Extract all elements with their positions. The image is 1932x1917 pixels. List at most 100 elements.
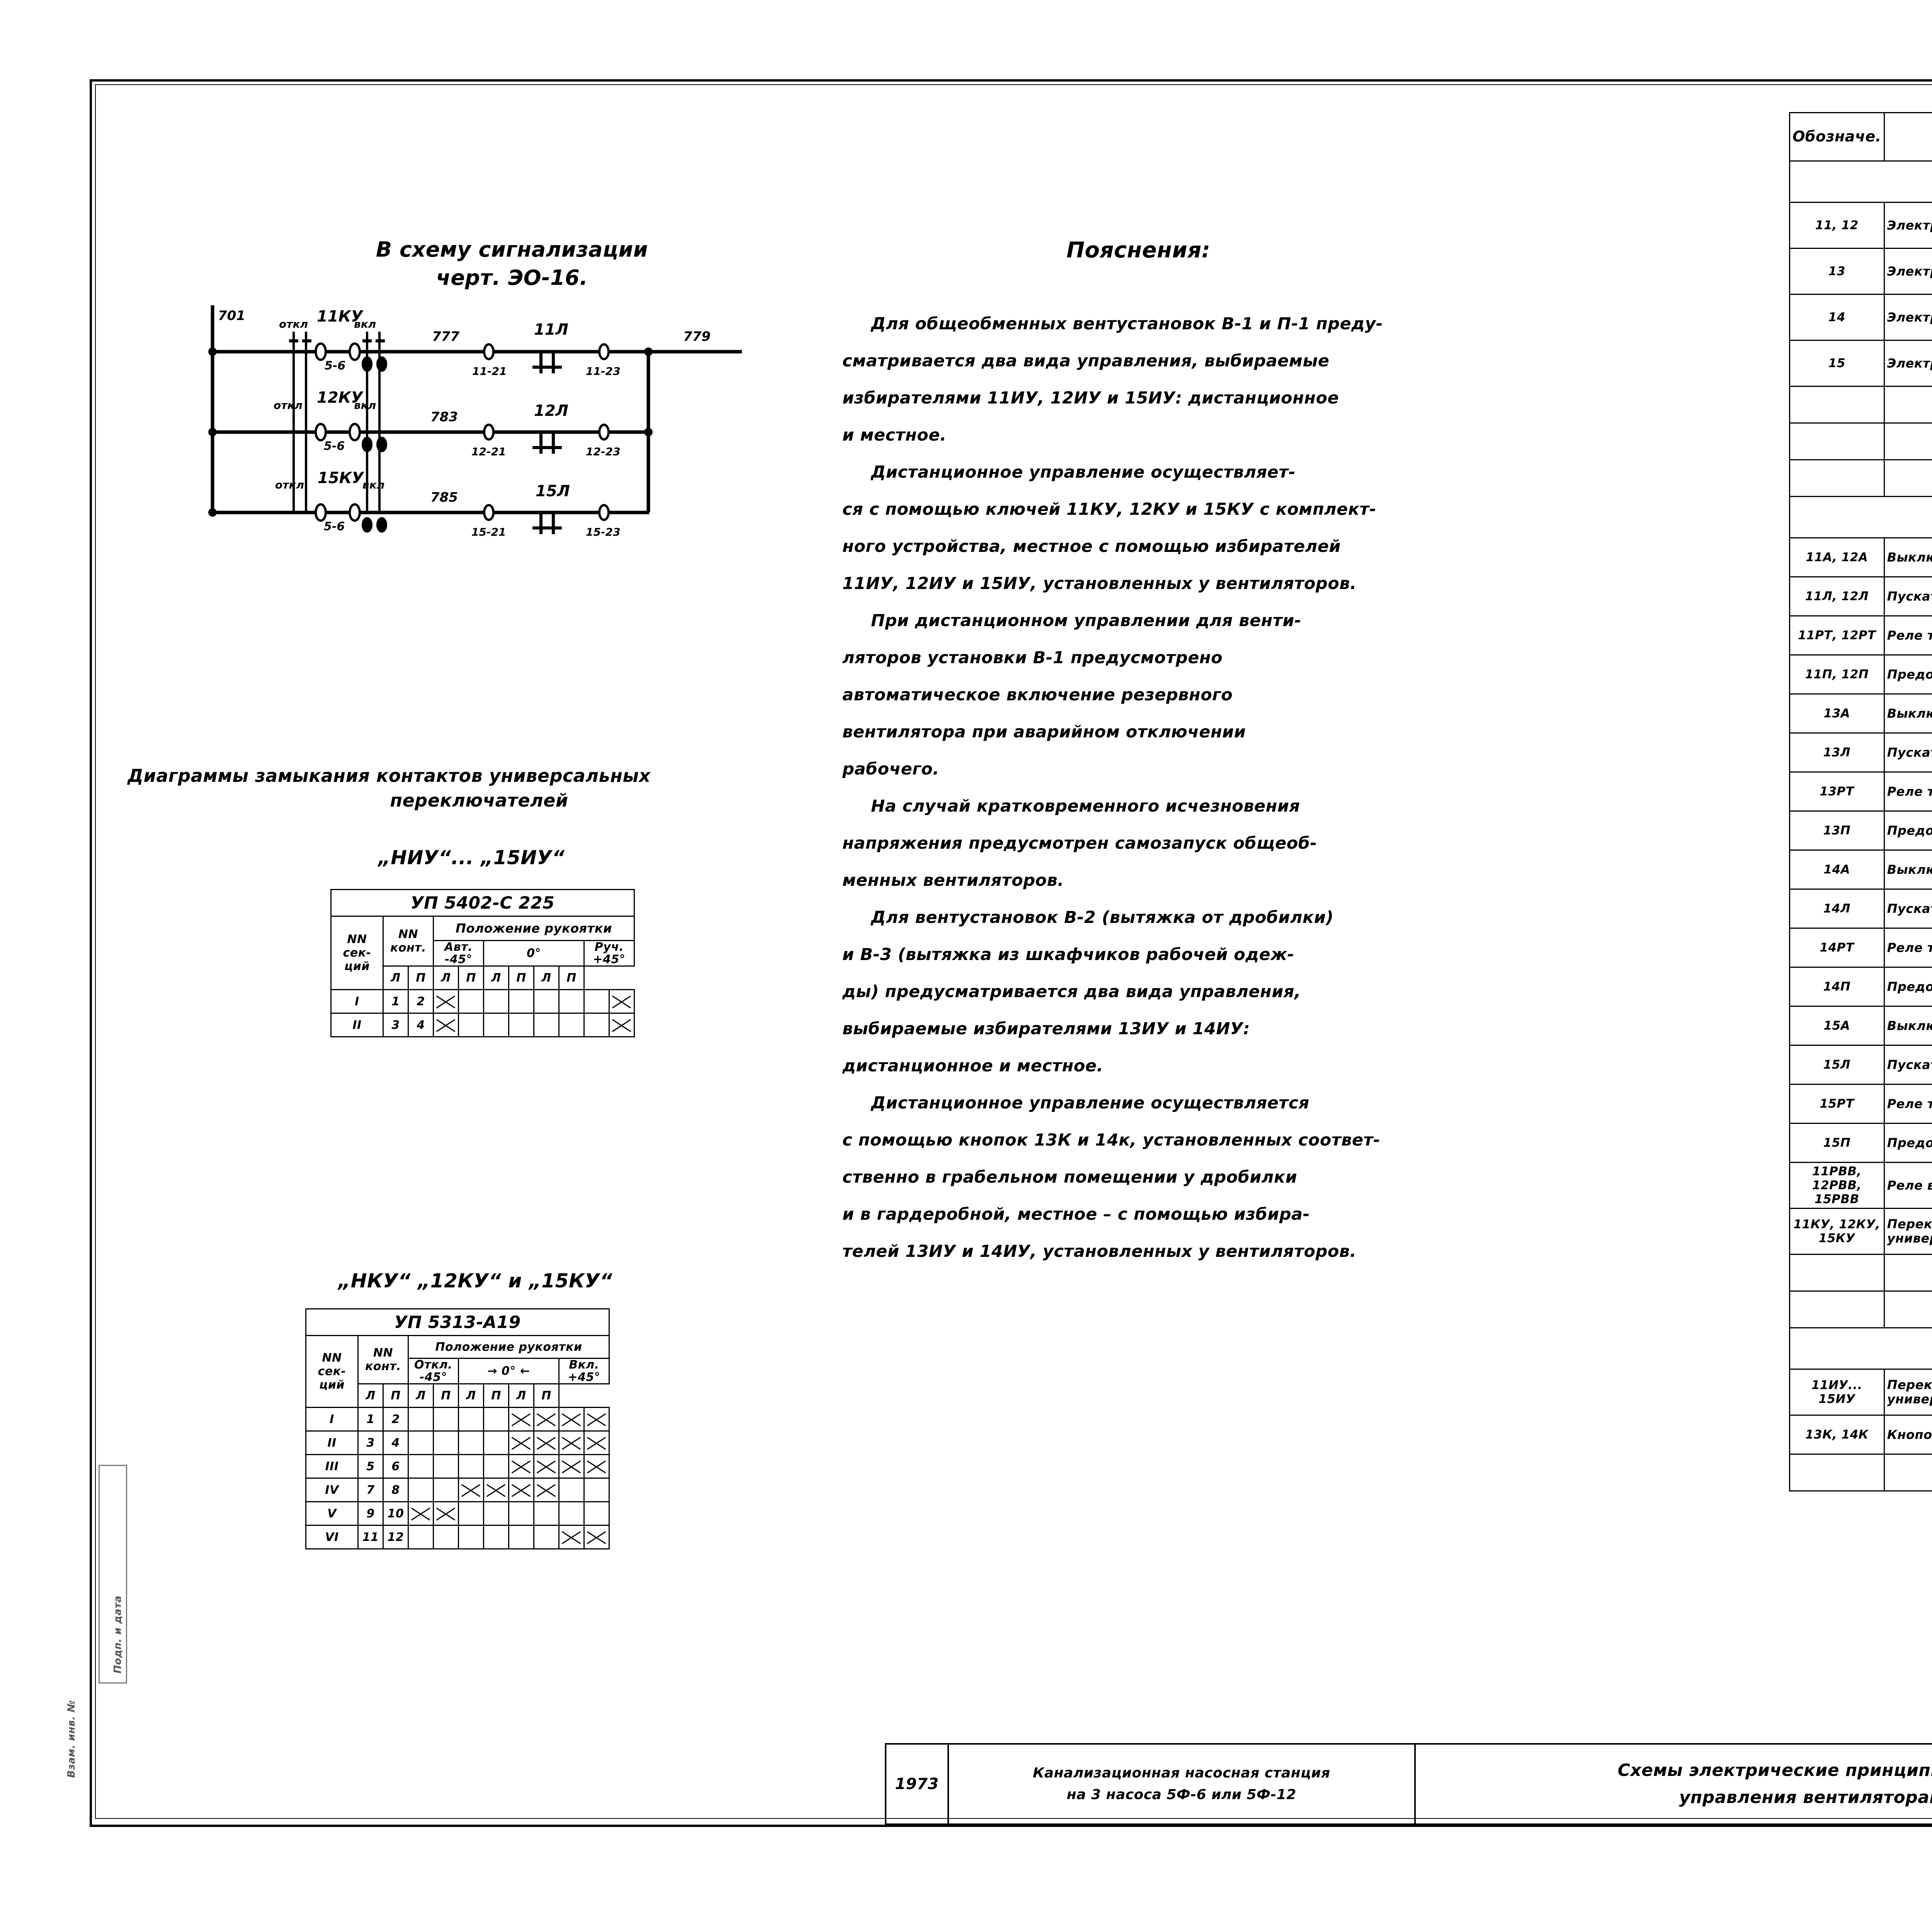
spec-cell-name: Пускатель магнитный	[1883, 889, 1932, 929]
spec-cell-name: Электродвигатель	[1883, 340, 1932, 387]
sw1-mark-1-3	[508, 1013, 534, 1037]
explanation-line-3: и местное.	[842, 426, 947, 445]
table-row: 13К, 14ККнопочный пост управленияПКЕ 212…	[1789, 1415, 1932, 1455]
explanation-line-17: и В-3 (вытяжка из шкафчиков рабочей одеж…	[842, 945, 1294, 964]
spec-section-title-1: Комплектное устройство. Шкаф 1, 2 и 4	[1789, 496, 1932, 538]
sw2-section-2: III	[305, 1454, 359, 1479]
page-outer-frame	[90, 79, 1932, 1827]
sw2-pos-left-angle: -45°	[419, 1370, 447, 1384]
table-row: 15АВыключатель автоматическийАП50-3МТIн.…	[1789, 1006, 1932, 1046]
spec-cell-oboz: 13А	[1789, 693, 1885, 734]
wire-label-3: 785	[430, 490, 458, 505]
spec-cell-name: Реле времени	[1883, 1162, 1932, 1209]
sw1-lp-3: П	[458, 965, 484, 990]
sw2-mark-1-5	[533, 1430, 560, 1455]
sw1-mark-1-5	[558, 1013, 585, 1037]
spec-cell-name: Реле тепловое	[1883, 928, 1932, 968]
key-label-3: 15КУ	[318, 469, 364, 487]
spec-cell-oboz: 15	[1789, 340, 1885, 387]
sw1-mark-0-5	[558, 989, 585, 1014]
table-row: 13ЛПускатель магнитныйПМЕ 111~220В1РБУ50…	[1789, 732, 1932, 773]
sw2-mark-1-3	[483, 1430, 509, 1455]
spec-cell-oboz: 14	[1789, 294, 1885, 341]
spec-cell-name: Предохранитель	[1883, 1123, 1932, 1163]
explanation-line-11: вентилятора при аварийном отключении	[842, 722, 1246, 742]
off-label-1: откл	[279, 318, 308, 330]
sw2-c2-0: 2	[383, 1407, 409, 1432]
sw2-mark-3-7	[583, 1478, 610, 1502]
tb-object-line1: Канализационная насосная станция	[1032, 1765, 1330, 1781]
sw1-pos-mid: 0°	[483, 940, 585, 967]
sw2-mark-1-4	[508, 1430, 534, 1455]
sw1-pos-left-angle: -45°	[444, 952, 473, 966]
sw2-section-1: II	[305, 1430, 359, 1455]
switch-table-2-caption: „НКУ“ „12КУ“ и „15КУ“	[338, 1270, 613, 1292]
spec-cell-name: Реле тепловое	[1883, 771, 1932, 812]
contact-diagrams-heading: Диаграммы замыкания контактов универсаль…	[128, 763, 784, 813]
sw2-pos-mid: → 0° ←	[458, 1358, 560, 1384]
spec-blank-row	[1789, 459, 1932, 497]
sw1-mark-1-0	[433, 1013, 459, 1037]
sw2-c1-0: 1	[357, 1407, 384, 1432]
spec-cell-name: Пускатель магнитный	[1883, 732, 1932, 773]
sw1-pos-right: Руч. +45°	[583, 940, 635, 967]
sw1-lp-row: Л П Л П Л П Л П	[331, 965, 634, 990]
spec-cell-oboz: 13П	[1789, 810, 1885, 851]
table-row: 11КУ, 12КУ, 15КУПереключатель универсаль…	[1789, 1208, 1932, 1255]
sw1-mark-0-3	[508, 989, 534, 1014]
margin-stamp-box	[99, 1465, 127, 1684]
sw2-c2-1: 4	[383, 1430, 409, 1455]
sw2-mark-4-7	[583, 1501, 610, 1526]
table-row: 15ЛПускатель магнитныйПМЕ 111~220В1РБУ50…	[1789, 1045, 1932, 1085]
explanation-line-14: напряжения предусмотрен самозапуск общео…	[842, 834, 1317, 853]
spec-cell-name: Предохранитель	[1883, 967, 1932, 1007]
table-row: 13ППредохранительПРС-6-ПIпл.вст.= 6а1	[1789, 810, 1932, 851]
spec-cell-name: Электродвигатель	[1883, 248, 1932, 295]
sw1-row-1: II 3 4	[330, 1013, 635, 1037]
sw2-mark-3-6	[558, 1478, 585, 1502]
spec-cell-oboz: 11, 12	[1789, 202, 1885, 249]
contact-label-1: 5-6	[325, 359, 345, 373]
spec-cell-name: Предохранитель	[1883, 810, 1932, 851]
sw1-lp-4: Л	[483, 965, 509, 990]
sw1-mark-1-7	[609, 1013, 635, 1037]
sw2-section-4: V	[305, 1501, 359, 1526]
sw1-row-0: I 1 2	[330, 989, 635, 1014]
signal-diagram-title: В схему сигнализации черт. ЭО-16.	[270, 236, 753, 292]
sw2-row-3: IV 7 8	[305, 1478, 610, 1502]
tb-object: Канализационная насосная станция на 3 на…	[947, 1743, 1416, 1825]
sw2-mark-5-3	[483, 1525, 509, 1549]
sw2-col-positions: Положение рукоятки	[408, 1335, 610, 1359]
equipment-specification-table: Обозначе. Наименование Тип. Технические …	[1789, 112, 1932, 1491]
spec-cell-oboz: 14П	[1789, 967, 1885, 1007]
explanation-line-9: ляторов установки В-1 предусмотрено	[842, 648, 1223, 667]
explanation-line-19: выбираемые избирателями 13ИУ и 14ИУ:	[842, 1019, 1250, 1039]
sw2-row-1: II 3 4	[305, 1430, 610, 1455]
sw2-mark-1-1	[433, 1430, 459, 1455]
spec-blank-row	[1789, 1290, 1932, 1328]
sw2-c2-4: 10	[383, 1501, 409, 1526]
sw2-mark-0-4	[508, 1407, 534, 1432]
sw1-lp-7: П	[558, 965, 585, 990]
sw2-mark-5-4	[508, 1525, 534, 1549]
spec-cell-oboz: 14РТ	[1789, 928, 1885, 968]
spec-blank-row	[1789, 422, 1932, 460]
signal-title-line1: В схему сигнализации	[376, 237, 648, 262]
sw2-mark-2-5	[533, 1454, 560, 1479]
on-label-3: вкл	[362, 478, 384, 491]
table-row: 11ИУ... 15ИУПереключатель универсальныйУ…	[1789, 1369, 1932, 1416]
on-label-1: вкл	[354, 318, 376, 330]
spec-cell-name: Переключатель универсальный	[1883, 1208, 1932, 1255]
spec-cell-name: Пускатель магнитный	[1883, 576, 1932, 616]
spec-cell-oboz: 14Л	[1789, 889, 1885, 929]
sw2-col-contacts: NN конт.	[357, 1335, 409, 1384]
sw2-section-0: I	[305, 1407, 359, 1432]
sw1-mark-0-2	[483, 989, 509, 1014]
sw2-mark-5-0	[408, 1525, 434, 1549]
spec-cell-oboz: 14А	[1789, 850, 1885, 890]
table-row: 11Л, 12ЛПускатель магнитныйПМЕ 111~220В2…	[1789, 576, 1932, 616]
